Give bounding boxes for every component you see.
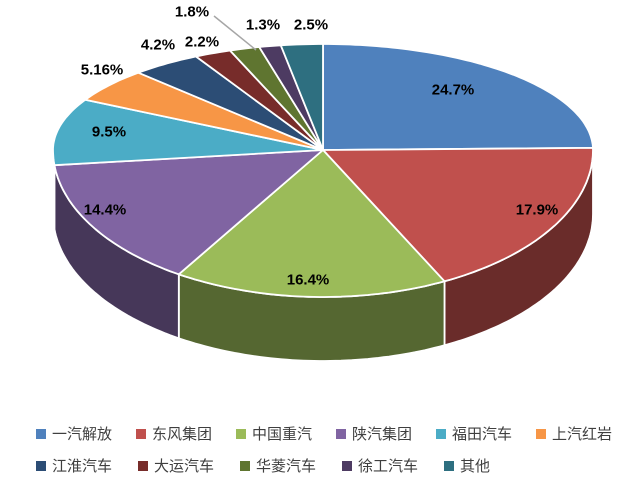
legend-swatch-icon [336, 428, 346, 439]
legend-label: 福田汽车 [452, 426, 513, 443]
legend-label: 江淮汽车 [52, 458, 113, 475]
legend-swatch-icon [36, 460, 46, 471]
legend-label: 中国重汽 [252, 426, 313, 443]
pie-slice-6 [137, 55, 324, 151]
legend-row-2: 江淮汽车 大运汽车 华菱汽车 徐工汽车 其他 [36, 455, 636, 476]
legend-item-6: 江淮汽车 [36, 455, 138, 476]
data-label-8: 1.8% [174, 3, 210, 21]
legend-label: 其他 [460, 458, 491, 475]
pie-3d-chart [52, 15, 594, 362]
pie-slice-1 [322, 147, 594, 283]
legend-label: 东风集团 [152, 426, 213, 443]
pie-slice-2 [177, 149, 446, 298]
legend-swatch-icon [236, 428, 246, 439]
legend-item-9: 徐工汽车 [342, 455, 444, 476]
data-label-10: 2.5% [293, 16, 329, 34]
legend-swatch-icon [36, 428, 46, 439]
pie-slice-4 [52, 98, 324, 167]
legend-swatch-icon [436, 428, 446, 439]
legend-item-3: 陕汽集团 [336, 423, 436, 444]
legend-swatch-icon [138, 460, 148, 471]
legend-label: 上汽红岩 [552, 426, 613, 443]
legend-swatch-icon [444, 460, 454, 471]
legend-label: 陕汽集团 [352, 426, 413, 443]
data-label-0: 24.7% [431, 81, 475, 99]
legend-item-1: 东风集团 [136, 423, 236, 444]
legend-swatch-icon [536, 428, 546, 439]
data-label-3: 14.4% [83, 201, 127, 219]
data-label-6: 4.2% [140, 36, 176, 54]
legend-swatch-icon [240, 460, 250, 471]
legend-label: 华菱汽车 [256, 458, 317, 475]
label-leader-line [213, 15, 257, 51]
legend-swatch-icon [136, 428, 146, 439]
legend-label: 大运汽车 [154, 458, 215, 475]
data-label-1: 17.9% [515, 201, 559, 219]
pie-slice-5 [84, 71, 324, 151]
legend-item-7: 大运汽车 [138, 455, 240, 476]
data-label-7: 2.2% [184, 33, 220, 51]
legend-item-8: 华菱汽车 [240, 455, 342, 476]
data-label-9: 1.3% [245, 16, 281, 34]
legend: 一汽解放 东风集团 中国重汽 陕汽集团 福田汽车 上汽红岩江淮汽车 大运汽车 华菱汽车 徐工汽车… [36, 423, 636, 476]
legend-item-4: 福田汽车 [436, 423, 536, 444]
legend-item-2: 中国重汽 [236, 423, 336, 444]
data-label-2: 16.4% [286, 271, 330, 289]
legend-item-0: 一汽解放 [36, 423, 136, 444]
legend-label: 一汽解放 [52, 426, 113, 443]
legend-row-1: 一汽解放 东风集团 中国重汽 陕汽集团 福田汽车 上汽红岩 [36, 423, 636, 444]
data-label-5: 5.16% [80, 61, 124, 79]
pie-slice-8 [229, 46, 324, 151]
legend-item-5: 上汽红岩 [536, 423, 636, 444]
pie-slice-3 [53, 149, 324, 276]
legend-item-10: 其他 [444, 455, 546, 476]
pie-slice-0 [322, 43, 594, 151]
data-label-4: 9.5% [91, 123, 127, 141]
pie-slice-7 [195, 49, 324, 151]
pie-slice-10 [279, 43, 324, 151]
legend-swatch-icon [342, 460, 352, 471]
legend-label: 徐工汽车 [358, 458, 419, 475]
